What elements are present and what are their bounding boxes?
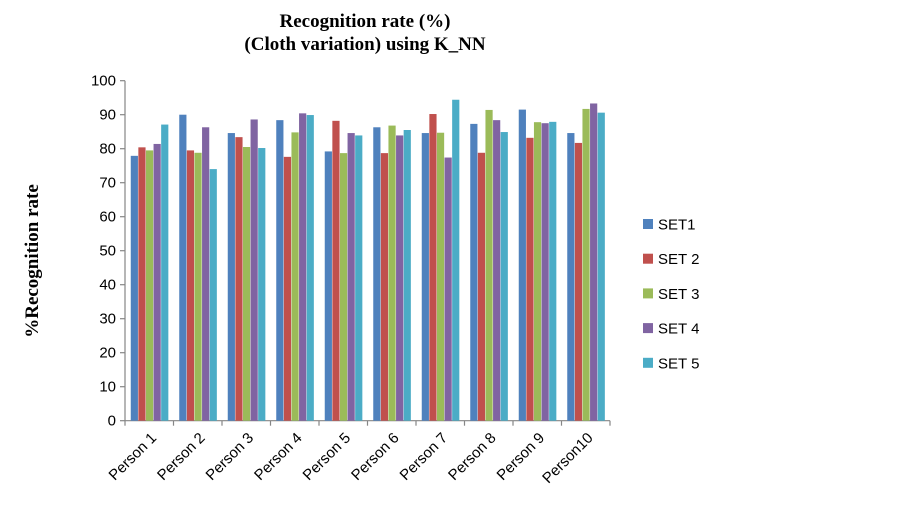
bar-set1-person5 <box>324 151 332 421</box>
legend-swatch-set1 <box>643 219 653 229</box>
y-tick-label: 30 <box>99 311 116 328</box>
bar-set3-person9 <box>533 122 542 421</box>
bar-set4-person10 <box>590 103 598 421</box>
bar-set1-person2 <box>179 114 187 421</box>
x-tick-label: Person 7 <box>397 430 451 484</box>
y-axis-label: %Recognition rate <box>22 184 43 338</box>
y-tick-label: 60 <box>99 209 116 226</box>
bar-set5-person8 <box>500 132 508 421</box>
bar-set5-person3 <box>258 148 266 421</box>
bar-set2-person5 <box>332 120 340 421</box>
bar-set2-person3 <box>235 137 243 421</box>
x-tick-label: Person 6 <box>348 430 402 484</box>
y-tick-label: 0 <box>108 413 116 430</box>
x-tick-label: Person 4 <box>251 430 305 484</box>
bar-set4-person7 <box>444 157 452 421</box>
bar-set3-person7 <box>436 132 445 421</box>
y-tick-label: 10 <box>99 379 116 396</box>
bar-set1-person3 <box>227 133 235 421</box>
legend: SET1 SET 2 SET 3 SET 4 SET 5 <box>643 217 699 372</box>
bar-set5-person1 <box>161 124 169 421</box>
legend-swatch-set3 <box>643 288 653 299</box>
bar-set3-person4 <box>291 132 299 421</box>
bar-set3-person3 <box>242 147 251 421</box>
bar-set5-person10 <box>597 112 605 421</box>
bar-set1-person1 <box>130 155 138 421</box>
bar-set2-person4 <box>283 156 292 421</box>
x-tick-label: Person10 <box>539 430 596 487</box>
bar-set1-person6 <box>373 127 381 421</box>
bar-set4-person5 <box>347 133 355 421</box>
legend-label: SET 2 <box>658 251 699 268</box>
y-tick-label: 90 <box>99 107 116 124</box>
bar-set4-person3 <box>250 119 258 421</box>
x-tick-label: Person 3 <box>203 430 257 484</box>
x-tick-label: Person 2 <box>154 430 208 484</box>
bar-set5-person5 <box>355 135 363 421</box>
bar-set5-person2 <box>209 169 217 421</box>
bar-set3-person5 <box>339 153 348 421</box>
chart-title-line-1: Recognition rate (%) <box>280 11 451 32</box>
bar-set2-person9 <box>526 137 534 421</box>
bar-set5-person4 <box>306 115 314 421</box>
bar-set2-person1 <box>138 147 146 421</box>
bar-set2-person2 <box>186 150 195 421</box>
bar-set2-person10 <box>574 142 583 421</box>
bar-set4-person2 <box>202 127 210 421</box>
x-tick-label: Person 5 <box>300 430 354 484</box>
bar-set3-person1 <box>145 150 154 421</box>
bar-set1-person9 <box>518 109 526 421</box>
bar-set4-person9 <box>541 123 549 421</box>
y-tick-label: 100 <box>91 73 116 90</box>
bar-set3-person8 <box>485 109 493 421</box>
bar-set1-person8 <box>470 123 478 421</box>
x-tick-label: Person 1 <box>106 430 160 484</box>
bar-set2-person8 <box>477 152 486 421</box>
bar-set4-person1 <box>153 143 161 421</box>
chart-title-line-2: (Cloth variation) using K_NN <box>244 34 485 55</box>
bar-set1-person10 <box>567 133 575 421</box>
bar-set4-person4 <box>299 113 307 421</box>
bar-set5-person7 <box>452 99 460 421</box>
bar-set3-person6 <box>388 125 396 421</box>
bar-set4-person6 <box>396 135 404 421</box>
x-tick-label: Person 8 <box>445 430 499 484</box>
legend-label: SET1 <box>658 217 696 234</box>
bar-set3-person2 <box>194 152 202 421</box>
y-tick-label: 70 <box>99 175 116 192</box>
bar-set5-person9 <box>549 121 557 421</box>
legend-label: SET 3 <box>658 286 699 303</box>
bar-set1-person7 <box>421 133 429 421</box>
y-tick-label: 50 <box>99 243 116 260</box>
bar-set5-person6 <box>403 130 411 421</box>
legend-swatch-set5 <box>643 357 653 368</box>
y-tick-label: 20 <box>99 345 116 362</box>
legend-label: SET 5 <box>658 355 699 372</box>
y-tick-label: 80 <box>99 141 116 158</box>
legend-swatch-set2 <box>643 253 653 264</box>
bar-set2-person7 <box>429 114 437 421</box>
y-tick-label: 40 <box>99 277 116 294</box>
legend-label: SET 4 <box>658 321 699 338</box>
bar-set4-person8 <box>493 120 501 421</box>
bar-set2-person6 <box>380 153 389 421</box>
bar-set3-person10 <box>582 108 590 421</box>
bar-set1-person4 <box>276 120 284 421</box>
legend-swatch-set4 <box>643 323 653 334</box>
